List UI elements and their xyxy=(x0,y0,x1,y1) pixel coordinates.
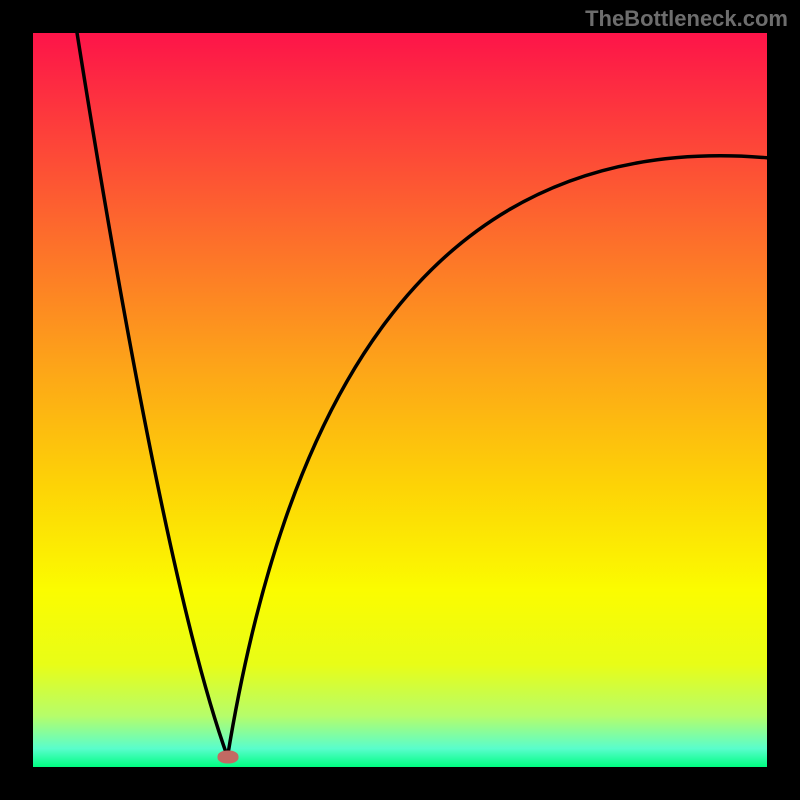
plot-frame xyxy=(33,33,767,767)
plot-area xyxy=(33,33,767,767)
watermark-text: TheBottleneck.com xyxy=(585,6,788,32)
bottleneck-curve xyxy=(33,33,767,767)
figure-root: TheBottleneck.com xyxy=(0,0,800,800)
dip-marker xyxy=(217,750,238,763)
